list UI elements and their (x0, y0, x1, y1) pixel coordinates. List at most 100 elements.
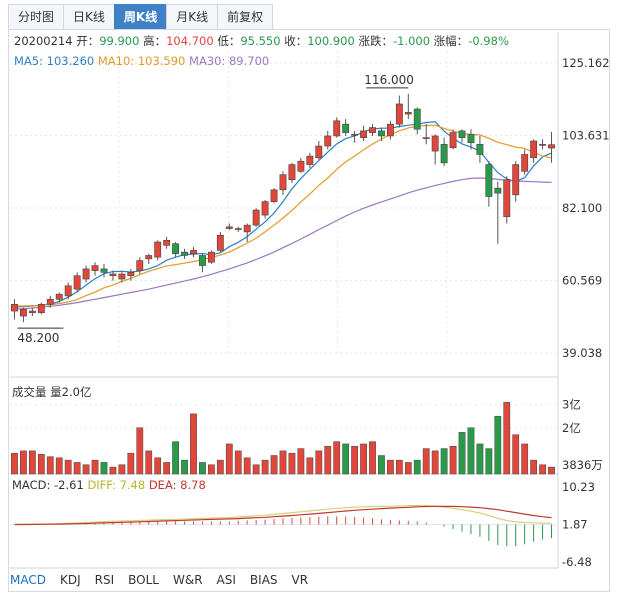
chart-frame (8, 30, 610, 592)
volume-bar (100, 462, 108, 475)
candle-body (360, 130, 367, 138)
ma30-label: MA30: (189, 54, 226, 68)
open-value: 99.900 (99, 34, 140, 48)
candle-body (333, 120, 341, 137)
volume-bar (216, 459, 224, 475)
volume-bar (431, 450, 439, 475)
candle-body (73, 275, 81, 290)
volume-bar (503, 402, 511, 475)
volume-bar (199, 462, 206, 475)
volume-bar (324, 446, 332, 475)
candle-body (288, 164, 296, 181)
candle-body (145, 255, 153, 260)
candle-body (413, 108, 421, 130)
candle-body (207, 251, 215, 263)
ma5-value: 103.260 (46, 54, 95, 68)
volume-bar (172, 441, 179, 475)
indicator-kdj[interactable]: KDJ (59, 573, 81, 587)
volume-bar (109, 466, 117, 475)
candle-body (378, 130, 385, 137)
macd-tick-label: 10.23 (562, 480, 595, 494)
ohlc-date: 20200214 (14, 34, 73, 48)
candle-body (199, 255, 206, 266)
volume-bar (360, 443, 367, 475)
diff-value: 7.48 (119, 478, 146, 492)
candle-body (395, 103, 403, 125)
volume-bar (64, 459, 72, 475)
candle-body (234, 228, 242, 230)
low-value: 95.550 (240, 34, 281, 48)
ma10-label: MA10: (97, 54, 135, 68)
volume-bar (163, 462, 171, 475)
candle-body (181, 251, 188, 256)
low-annotation: 48.200 (17, 331, 59, 345)
volume-bar (145, 450, 153, 475)
volume-bar (467, 427, 475, 475)
volume-bar (333, 441, 341, 475)
ma-readout: MA5: 103.260 MA10: 103.590 MA30: 89.700 (14, 54, 269, 68)
candle-body (315, 145, 323, 159)
candle-body (548, 144, 555, 149)
candle-body (422, 137, 430, 139)
dea-label: DEA: (148, 478, 177, 492)
price-tick-label: 82.100 (562, 201, 602, 215)
indicator-tabs: MACD KDJ RSI BOLL W&R ASI BIAS VR (10, 573, 322, 587)
diff-label: DIFF: (87, 478, 116, 492)
macd-value: -2.61 (54, 478, 84, 492)
volume-bar (154, 457, 162, 475)
macd-readout: MACD: -2.61 DIFF: 7.48 DEA: 8.78 (12, 478, 206, 492)
volume-tick-label: 3亿 (562, 398, 581, 412)
indicator-wr[interactable]: W&R (172, 573, 203, 587)
volume-label: 成交量 量2.0亿 (12, 385, 92, 399)
indicator-macd[interactable]: MACD (10, 573, 46, 587)
candle-body (270, 189, 278, 202)
high-value: 104.700 (166, 34, 214, 48)
ohlc-readout: 20200214 开：99.900 高：104.700 低：95.550 收：1… (14, 33, 509, 49)
indicator-rsi[interactable]: RSI (94, 573, 115, 587)
candle-body (539, 144, 547, 146)
candle-body (494, 187, 502, 194)
volume-bar (11, 452, 18, 475)
tab-daily-k[interactable]: 日K线 (63, 4, 115, 29)
indicator-bias[interactable]: BIAS (249, 573, 278, 587)
change-label: 涨跌： (358, 34, 393, 48)
indicator-asi[interactable]: ASI (216, 573, 236, 587)
volume-bar (252, 464, 260, 475)
indicator-boll[interactable]: BOLL (128, 573, 159, 587)
candle-body (512, 164, 520, 196)
volume-bar (243, 457, 251, 475)
ma-line-ma5 (14, 121, 552, 308)
candle-body (154, 241, 162, 258)
open-label: 开： (76, 34, 100, 48)
candle-body (19, 309, 27, 317)
candle-body (467, 133, 475, 143)
candle-body (449, 132, 457, 149)
tab-intraday[interactable]: 分时图 (8, 4, 65, 29)
candle-body (190, 250, 197, 255)
volume-bar (91, 459, 99, 475)
candle-body (431, 135, 439, 152)
indicator-vr[interactable]: VR (291, 573, 309, 587)
volume-bar (440, 448, 448, 475)
candle-body (458, 130, 466, 138)
candle-body (252, 209, 260, 226)
volume-bar (539, 464, 546, 475)
tab-monthly-k[interactable]: 月K线 (166, 4, 219, 29)
volume-bar (342, 443, 350, 475)
pct-value: -0.98% (468, 34, 509, 48)
candle-body (306, 155, 314, 165)
volume-bar (279, 450, 287, 475)
tab-weekly-k[interactable]: 周K线 (113, 4, 168, 29)
ma5-label: MA5: (14, 54, 43, 68)
volume-bar (422, 448, 430, 475)
volume-bar (55, 457, 63, 475)
volume-bar (351, 446, 358, 475)
volume-bar (521, 443, 529, 475)
candle-body (243, 224, 251, 233)
candle-body (28, 310, 36, 314)
pct-label: 涨幅： (433, 34, 469, 48)
candle-body (279, 174, 287, 191)
tab-forward-adjusted[interactable]: 前复权 (217, 4, 274, 29)
candle-body (172, 243, 180, 255)
